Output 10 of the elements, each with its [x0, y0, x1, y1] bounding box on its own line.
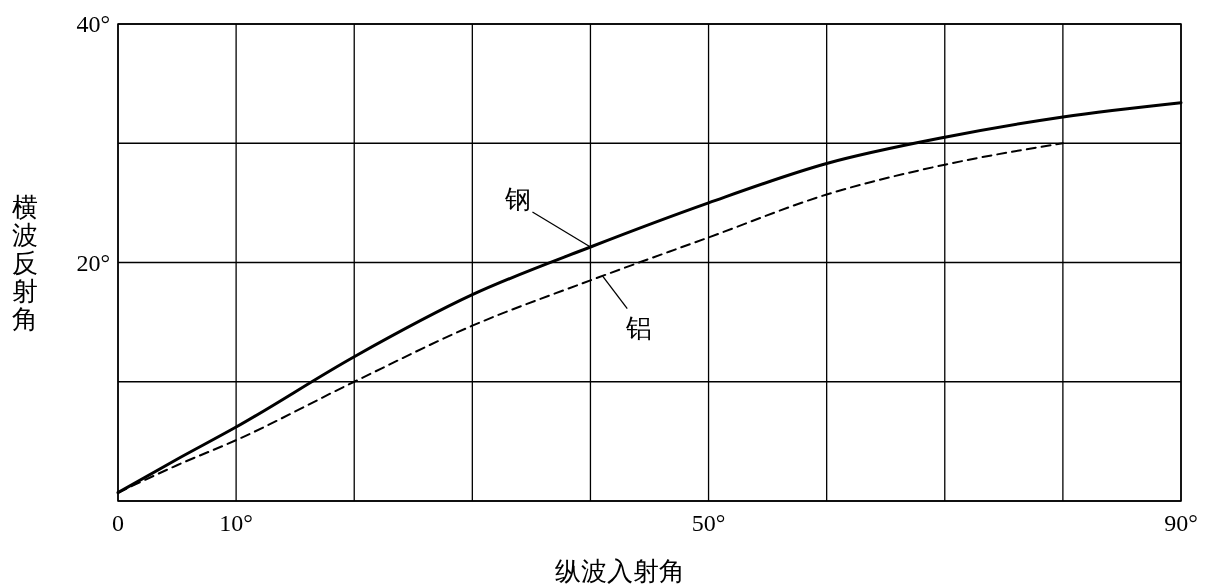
x-tick-label: 0	[112, 510, 124, 536]
x-tick-label: 90°	[1164, 510, 1198, 536]
annotation: 钢	[504, 185, 532, 214]
annotation: 铝	[625, 313, 653, 343]
x-axis-title: 纵波入射角	[554, 557, 685, 586]
x-tick-label: 50°	[691, 510, 726, 536]
y-tick-label: 20°	[76, 249, 110, 276]
y-axis-title: 横波反射角	[12, 192, 38, 334]
y-tick-label: 40°	[76, 11, 110, 37]
x-tick-label: 10°	[219, 510, 253, 536]
